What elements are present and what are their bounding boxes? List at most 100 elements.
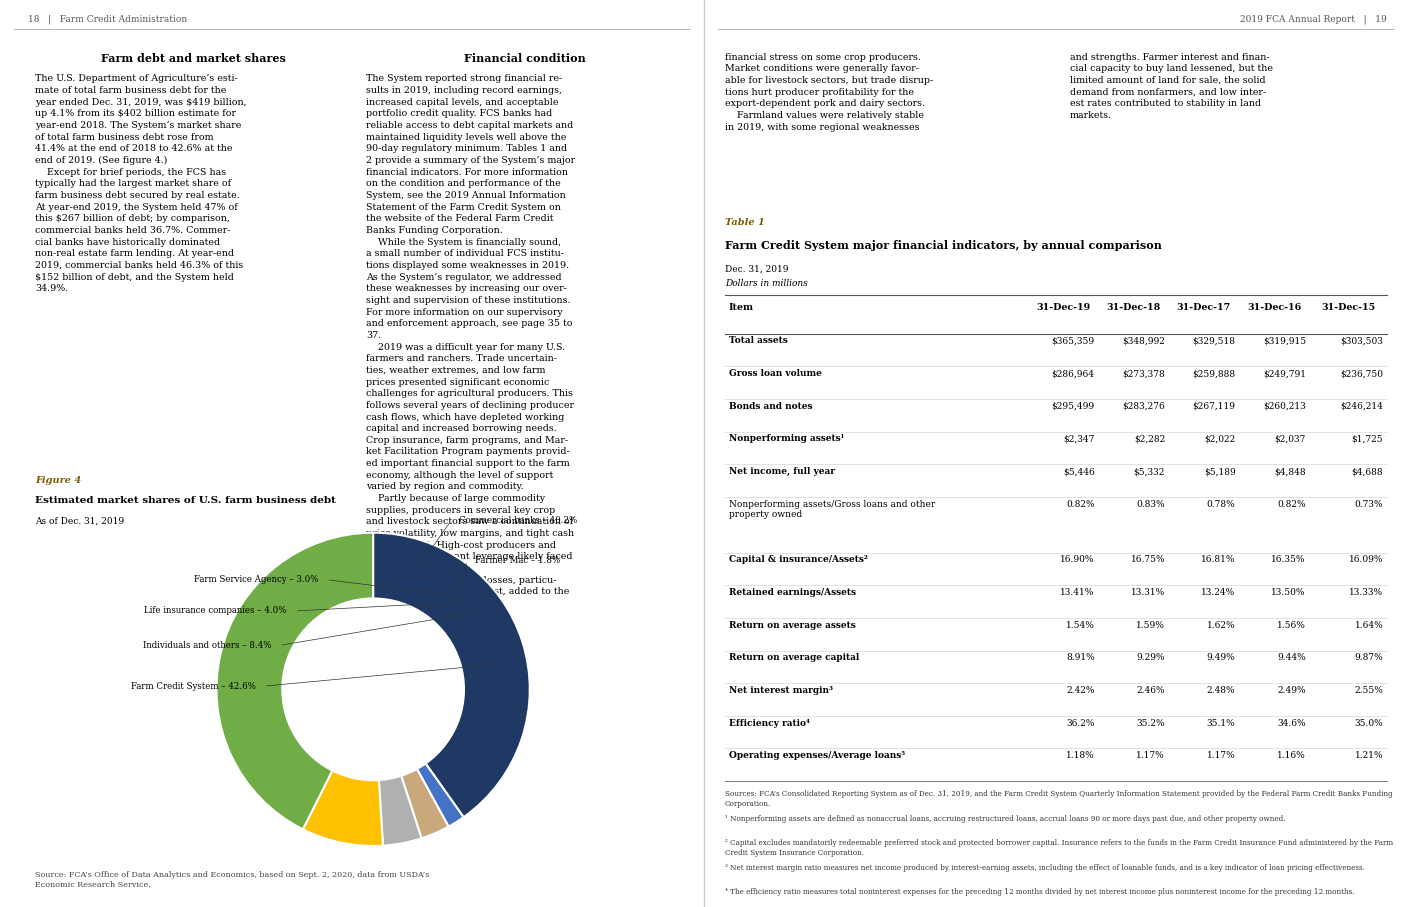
Text: Capital & insurance/Assets²: Capital & insurance/Assets² bbox=[729, 555, 867, 564]
Wedge shape bbox=[417, 764, 463, 826]
Text: 8.91%: 8.91% bbox=[1066, 653, 1095, 662]
Wedge shape bbox=[401, 769, 449, 838]
Text: 0.78%: 0.78% bbox=[1207, 500, 1236, 509]
Text: 18   |   Farm Credit Administration: 18 | Farm Credit Administration bbox=[28, 15, 187, 24]
Text: 1.17%: 1.17% bbox=[1136, 751, 1164, 760]
Text: 35.0%: 35.0% bbox=[1354, 718, 1384, 727]
Text: ¹ Nonperforming assets are defined as nonaccrual loans, accruing restructured lo: ¹ Nonperforming assets are defined as no… bbox=[725, 814, 1286, 823]
Text: Net interest margin³: Net interest margin³ bbox=[729, 686, 832, 695]
Text: 0.82%: 0.82% bbox=[1277, 500, 1307, 509]
Text: $303,503: $303,503 bbox=[1340, 336, 1384, 346]
Text: As of Dec. 31, 2019: As of Dec. 31, 2019 bbox=[35, 517, 124, 526]
Text: 1.62%: 1.62% bbox=[1207, 620, 1236, 629]
Text: 1.17%: 1.17% bbox=[1207, 751, 1236, 760]
Text: 16.35%: 16.35% bbox=[1271, 555, 1307, 564]
Text: $267,119: $267,119 bbox=[1193, 402, 1236, 411]
Text: 2.42%: 2.42% bbox=[1066, 686, 1095, 695]
Text: Farm debt and market shares: Farm debt and market shares bbox=[101, 53, 286, 63]
Text: $348,992: $348,992 bbox=[1122, 336, 1164, 346]
Text: Nonperforming assets/Gross loans and other
property owned: Nonperforming assets/Gross loans and oth… bbox=[729, 500, 935, 519]
Text: 31-Dec-16: 31-Dec-16 bbox=[1247, 303, 1301, 312]
Text: 16.75%: 16.75% bbox=[1131, 555, 1164, 564]
Text: 2.46%: 2.46% bbox=[1136, 686, 1164, 695]
Text: $365,359: $365,359 bbox=[1052, 336, 1095, 346]
Text: Estimated market shares of U.S. farm business debt: Estimated market shares of U.S. farm bus… bbox=[35, 496, 337, 505]
Text: $249,791: $249,791 bbox=[1263, 369, 1307, 378]
Text: $319,915: $319,915 bbox=[1263, 336, 1307, 346]
Text: $246,214: $246,214 bbox=[1340, 402, 1384, 411]
Text: financial stress on some crop producers.
Market conditions were generally favor-: financial stress on some crop producers.… bbox=[725, 53, 934, 132]
Text: Farm Service Agency – 3.0%: Farm Service Agency – 3.0% bbox=[194, 575, 318, 584]
Text: Return on average assets: Return on average assets bbox=[729, 620, 856, 629]
Text: 35.1%: 35.1% bbox=[1207, 718, 1236, 727]
Text: 13.41%: 13.41% bbox=[1060, 588, 1095, 597]
Text: ² Capital excludes mandatorily redeemable preferred stock and protected borrower: ² Capital excludes mandatorily redeemabl… bbox=[725, 839, 1394, 856]
Text: Figure 4: Figure 4 bbox=[35, 476, 82, 485]
Text: 36.2%: 36.2% bbox=[1066, 718, 1095, 727]
Text: $5,189: $5,189 bbox=[1204, 467, 1236, 476]
Text: 34.6%: 34.6% bbox=[1277, 718, 1307, 727]
Text: Efficiency ratio⁴: Efficiency ratio⁴ bbox=[729, 718, 810, 727]
Text: $260,213: $260,213 bbox=[1263, 402, 1307, 411]
Text: $5,332: $5,332 bbox=[1133, 467, 1164, 476]
Text: 9.29%: 9.29% bbox=[1136, 653, 1164, 662]
Wedge shape bbox=[217, 532, 373, 829]
Text: 13.31%: 13.31% bbox=[1131, 588, 1164, 597]
Text: and strengths. Farmer interest and finan-
cial capacity to buy land lessened, bu: and strengths. Farmer interest and finan… bbox=[1070, 53, 1273, 120]
Text: 13.24%: 13.24% bbox=[1201, 588, 1236, 597]
Text: $273,378: $273,378 bbox=[1122, 369, 1164, 378]
Text: 1.21%: 1.21% bbox=[1354, 751, 1384, 760]
Text: ³ Net interest margin ratio measures net income produced by interest-earning ass: ³ Net interest margin ratio measures net… bbox=[725, 863, 1364, 872]
Text: Source: FCA’s Office of Data Analytics and Economics, based on Sept. 2, 2020, da: Source: FCA’s Office of Data Analytics a… bbox=[35, 871, 429, 889]
Text: 31-Dec-15: 31-Dec-15 bbox=[1321, 303, 1376, 312]
Text: 2.48%: 2.48% bbox=[1207, 686, 1236, 695]
Wedge shape bbox=[303, 771, 383, 846]
Text: Individuals and others – 8.4%: Individuals and others – 8.4% bbox=[142, 641, 272, 650]
Text: Total assets: Total assets bbox=[729, 336, 787, 346]
Text: 1.18%: 1.18% bbox=[1066, 751, 1095, 760]
Text: $286,964: $286,964 bbox=[1052, 369, 1095, 378]
Text: 31-Dec-18: 31-Dec-18 bbox=[1107, 303, 1160, 312]
Text: Commercial banks – 40.2%: Commercial banks – 40.2% bbox=[459, 515, 577, 524]
Text: Net income, full year: Net income, full year bbox=[729, 467, 835, 476]
Text: Retained earnings/Assets: Retained earnings/Assets bbox=[729, 588, 856, 597]
Text: $283,276: $283,276 bbox=[1122, 402, 1164, 411]
Text: 1.16%: 1.16% bbox=[1277, 751, 1307, 760]
Text: $329,518: $329,518 bbox=[1193, 336, 1236, 346]
Text: 31-Dec-19: 31-Dec-19 bbox=[1036, 303, 1090, 312]
Text: $5,446: $5,446 bbox=[1063, 467, 1095, 476]
Text: $1,725: $1,725 bbox=[1352, 434, 1384, 444]
Text: $259,888: $259,888 bbox=[1193, 369, 1236, 378]
Text: $4,848: $4,848 bbox=[1274, 467, 1307, 476]
Text: $4,688: $4,688 bbox=[1352, 467, 1384, 476]
Text: 9.49%: 9.49% bbox=[1207, 653, 1236, 662]
Text: $2,282: $2,282 bbox=[1133, 434, 1164, 444]
Text: Return on average capital: Return on average capital bbox=[729, 653, 859, 662]
Text: Sources: FCA’s Consolidated Reporting System as of Dec. 31, 2019, and the Farm C: Sources: FCA’s Consolidated Reporting Sy… bbox=[725, 790, 1393, 807]
Text: Farm Credit System major financial indicators, by annual comparison: Farm Credit System major financial indic… bbox=[725, 240, 1162, 251]
Text: $2,022: $2,022 bbox=[1204, 434, 1236, 444]
Text: 2019 FCA Annual Report   |   19: 2019 FCA Annual Report | 19 bbox=[1240, 15, 1387, 24]
Text: 13.50%: 13.50% bbox=[1271, 588, 1307, 597]
Text: 1.59%: 1.59% bbox=[1136, 620, 1164, 629]
Text: The U.S. Department of Agriculture’s esti-
mate of total farm business debt for : The U.S. Department of Agriculture’s est… bbox=[35, 74, 246, 294]
Text: 13.33%: 13.33% bbox=[1349, 588, 1384, 597]
Text: 0.82%: 0.82% bbox=[1066, 500, 1095, 509]
Text: Operating expenses/Average loans⁵: Operating expenses/Average loans⁵ bbox=[729, 751, 905, 760]
Text: Dec. 31, 2019: Dec. 31, 2019 bbox=[725, 265, 788, 274]
Text: 16.09%: 16.09% bbox=[1349, 555, 1384, 564]
Text: 1.56%: 1.56% bbox=[1277, 620, 1307, 629]
Text: 1.64%: 1.64% bbox=[1354, 620, 1384, 629]
Text: $2,037: $2,037 bbox=[1274, 434, 1307, 444]
Text: 2.49%: 2.49% bbox=[1277, 686, 1307, 695]
Text: Item: Item bbox=[729, 303, 753, 312]
Text: 16.90%: 16.90% bbox=[1060, 555, 1095, 564]
Text: $295,499: $295,499 bbox=[1052, 402, 1095, 411]
Text: 9.87%: 9.87% bbox=[1354, 653, 1384, 662]
Wedge shape bbox=[379, 775, 421, 845]
Text: Gross loan volume: Gross loan volume bbox=[729, 369, 821, 378]
Text: The System reported strong financial re-
sults in 2019, including record earning: The System reported strong financial re-… bbox=[366, 74, 576, 597]
Text: $236,750: $236,750 bbox=[1340, 369, 1384, 378]
Text: 16.81%: 16.81% bbox=[1201, 555, 1236, 564]
Text: 9.44%: 9.44% bbox=[1277, 653, 1307, 662]
